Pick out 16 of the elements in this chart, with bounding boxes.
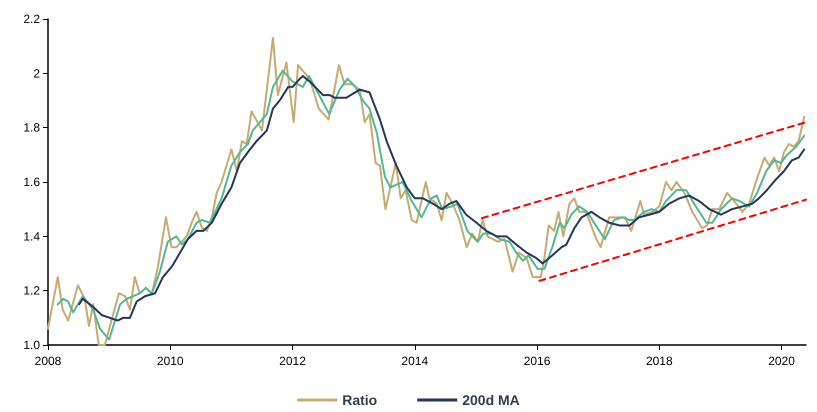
y-tick-label: 1.6 [23,175,40,189]
y-tick-label: 2.2 [23,12,40,26]
legend-label: 200d MA [462,392,520,408]
x-tick-label: 2014 [401,354,428,368]
y-tick-label: 2 [33,66,40,80]
y-tick-label: 1.4 [23,229,40,244]
y-tick-label: 1.8 [23,120,40,135]
x-tick-label: 2018 [646,354,673,368]
x-tick-label: 2012 [279,354,306,368]
y-tick-label: 1.0 [23,338,40,352]
legend-label: Ratio [342,392,378,408]
x-tick-label: 2016 [524,354,551,368]
y-tick-label: 1.2 [23,284,40,298]
x-tick-label: 2020 [768,354,796,368]
x-tick-label: 2010 [156,354,184,368]
x-tick-label: 2008 [34,354,62,368]
